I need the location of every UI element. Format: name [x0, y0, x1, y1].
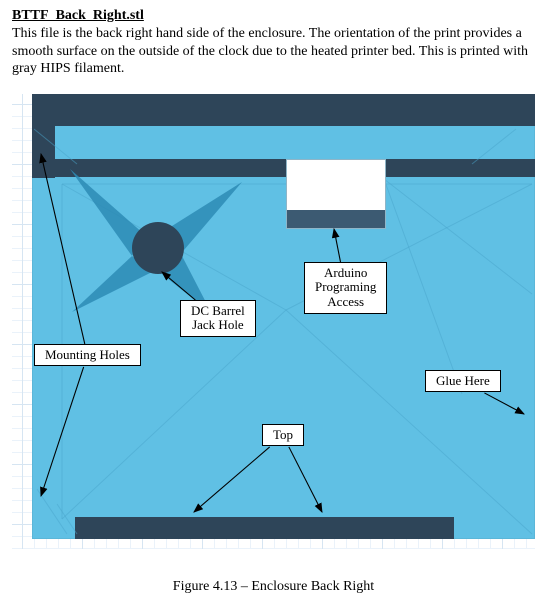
arduino-access-cutout: [286, 159, 386, 229]
callout-label-arduino: Arduino Programing Access: [304, 262, 387, 315]
dc-barrel-jack-hole: [132, 222, 184, 274]
callout-label-glue: Glue Here: [425, 370, 501, 393]
callout-label-dcjack: DC Barrel Jack Hole: [180, 300, 256, 338]
document-page: BTTF_Back_Right.stl This file is the bac…: [0, 0, 547, 607]
callout-label-top: Top: [262, 424, 304, 447]
panel-rail: [384, 159, 535, 177]
panel-rail: [32, 94, 535, 126]
panel-rail: [32, 94, 55, 178]
figure-caption: Figure 4.13 – Enclosure Back Right: [12, 579, 535, 595]
file-title: BTTF_Back_Right.stl: [12, 8, 535, 24]
panel-rail: [32, 159, 286, 177]
figure-diagram: Mounting Holes DC Barrel Jack Hole Arduino…: [12, 94, 535, 549]
callout-label-mounting: Mounting Holes: [34, 344, 141, 367]
figure-container: Mounting Holes DC Barrel Jack Hole Arduino…: [12, 94, 535, 595]
panel-rail: [75, 517, 454, 539]
file-description: This file is the back right hand side of…: [12, 25, 535, 78]
